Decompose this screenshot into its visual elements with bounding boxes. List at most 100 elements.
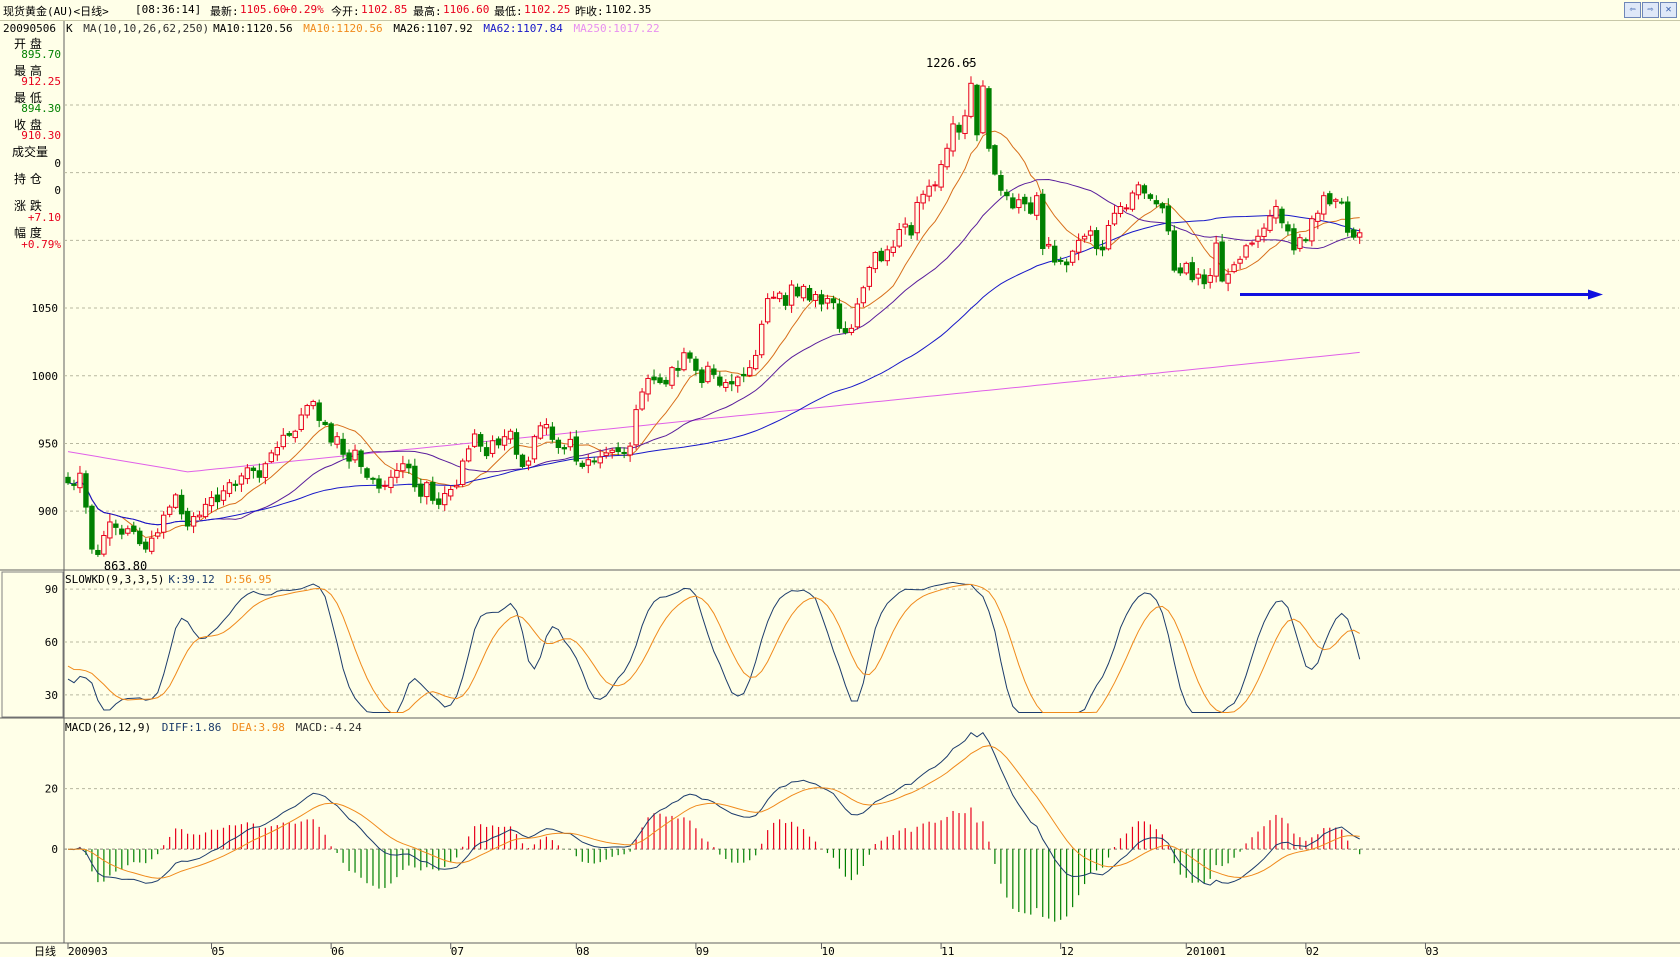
candle-body (1255, 235, 1261, 242)
candle-body (1249, 242, 1255, 245)
candle-body (800, 285, 807, 299)
close-value: 910.30 (21, 129, 61, 142)
restore-icon[interactable]: ⇦ (1624, 2, 1641, 18)
candle-body (914, 201, 920, 234)
candle-body (232, 483, 239, 486)
candle-body (824, 298, 831, 304)
candle-body (896, 229, 902, 247)
candle-body (1117, 206, 1124, 214)
high-annotation: 1226.65 (926, 56, 977, 70)
candle-body (1046, 243, 1052, 247)
candle-body (1147, 194, 1154, 199)
candle-body (597, 456, 603, 464)
candle-body (1093, 230, 1100, 249)
x-tick-label: 11 (941, 945, 954, 957)
candle-body (292, 430, 298, 439)
open-interest-label: 持 仓 (14, 172, 42, 186)
high-label: 最 高 (14, 64, 42, 78)
price-legend: K MA(10,10,26,62,250) MA10:1120.56 MA10:1… (66, 22, 664, 35)
candle-body (1309, 218, 1315, 242)
candle-body (573, 436, 579, 462)
candle-body (1285, 224, 1291, 232)
candle-body (483, 447, 490, 457)
candle-body (1267, 215, 1273, 231)
candle-body (830, 298, 837, 304)
candle-body (1057, 259, 1064, 262)
candle-body (71, 483, 77, 486)
candle-body (149, 537, 155, 552)
candle-body (729, 381, 735, 385)
candle-body (681, 352, 687, 371)
candle-body (256, 470, 263, 478)
candle-body (1279, 208, 1285, 224)
candle-body (1165, 205, 1172, 232)
candle-body (639, 391, 645, 410)
candle-body (454, 484, 460, 488)
candle-body (77, 472, 83, 489)
candle-body (723, 382, 729, 388)
candle-body (687, 352, 693, 359)
candle-body (465, 448, 472, 462)
candle-body (968, 82, 974, 117)
macd-hist-value: MACD:-4.24 (295, 721, 362, 734)
candle-body (1345, 201, 1351, 233)
candle-body (358, 450, 364, 467)
candle-body (579, 462, 585, 467)
x-tick-label: 05 (212, 945, 225, 957)
candlesticks (65, 76, 1363, 557)
candle-body (980, 85, 986, 134)
candle-body (471, 433, 478, 447)
candle-body (1243, 245, 1249, 258)
candle-body (693, 358, 699, 371)
volume-label: 成交量 (12, 145, 49, 159)
candle-body (669, 367, 675, 386)
candle-body (382, 484, 388, 487)
ma-params: MA(10,10,26,62,250) (83, 22, 210, 35)
candle-body (854, 303, 861, 328)
candle-body (310, 400, 316, 407)
candle-body (495, 438, 502, 446)
candle-body (238, 475, 245, 485)
candle-body (860, 287, 867, 304)
candle-body (615, 447, 621, 453)
candle-body (1297, 237, 1303, 249)
candle-body (1189, 262, 1195, 281)
candle-body (770, 296, 777, 299)
instrument-name: 现货黄金(AU)<日线> (3, 5, 109, 18)
candle-body (376, 478, 382, 489)
candle-body (591, 460, 597, 463)
open-value: 895.70 (21, 48, 61, 61)
candle-body (1195, 273, 1201, 279)
prev-close-value: 1102.35 (605, 3, 652, 16)
candle-body (507, 430, 514, 440)
candle-body (322, 421, 328, 425)
candle-body (1207, 275, 1213, 283)
ma62-line (67, 214, 1360, 526)
chart-frame (0, 21, 1680, 944)
amplitude-label: 幅 度 (14, 226, 42, 240)
x-tick-label: 06 (331, 945, 344, 957)
close-icon[interactable]: ✕ (1660, 2, 1677, 18)
candle-body (208, 497, 215, 507)
candle-body (890, 246, 896, 253)
candle-body (657, 377, 663, 384)
macd-tick-label: 20 (45, 783, 58, 796)
candle-body (184, 510, 191, 527)
candle-body (364, 468, 370, 478)
legend-ma62: MA62:1107.84 (483, 22, 563, 35)
candle-body (424, 482, 430, 498)
candle-body (1111, 212, 1118, 225)
macd-tick-label: 0 (51, 843, 58, 856)
candle-body (436, 498, 442, 505)
candle-body (1135, 184, 1142, 196)
x-tick-label: 201001 (1186, 945, 1226, 957)
close-label: 收 盘 (14, 118, 42, 132)
kd-side-box (1, 571, 64, 718)
grid-lines (64, 104, 1679, 850)
candle-body (998, 175, 1004, 191)
candle-body (1099, 246, 1106, 251)
candle-body (316, 402, 322, 421)
maximize-icon[interactable]: ⇨ (1642, 2, 1659, 18)
